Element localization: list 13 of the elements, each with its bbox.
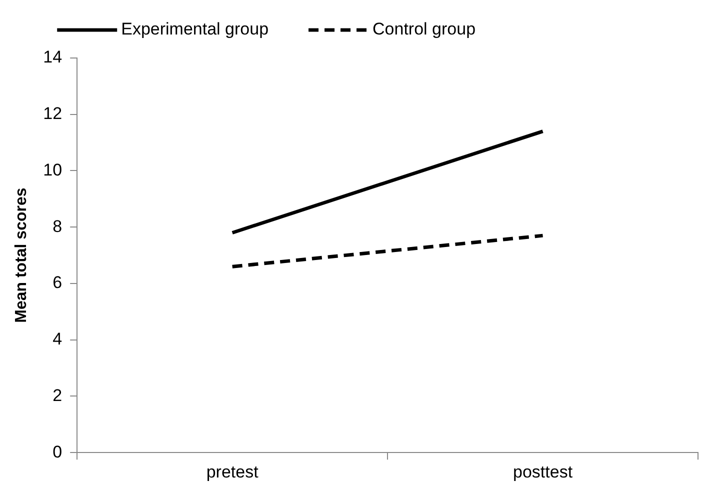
y-tick-label: 2 (52, 386, 62, 405)
x-tick-label: posttest (513, 462, 573, 482)
y-tick-label: 6 (52, 273, 62, 292)
legend-label: Experimental group (121, 20, 269, 39)
x-tick-label: pretest (206, 462, 259, 482)
y-tick-label: 8 (52, 216, 62, 236)
legend-label: Control group (372, 20, 476, 39)
y-tick-label: 14 (43, 48, 62, 67)
y-tick-label: 12 (43, 104, 62, 124)
y-tick-label: 10 (43, 160, 62, 180)
y-axis-title: Mean total scores (13, 188, 30, 323)
y-tick-label: 4 (52, 330, 62, 349)
y-tick-label: 0 (52, 442, 62, 462)
